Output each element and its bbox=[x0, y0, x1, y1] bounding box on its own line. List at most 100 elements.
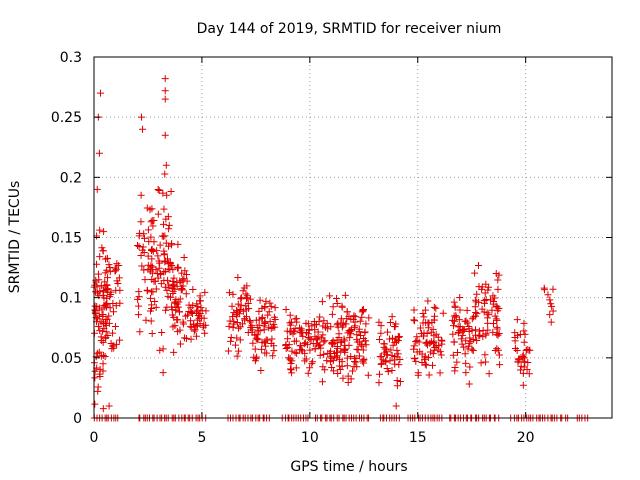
data-point bbox=[323, 357, 331, 365]
data-point bbox=[113, 260, 121, 268]
data-point bbox=[377, 352, 385, 360]
y-axis-label: SRMTID / TECUs bbox=[7, 181, 23, 294]
data-point bbox=[459, 326, 467, 334]
data-point bbox=[109, 342, 117, 350]
data-point bbox=[321, 366, 329, 374]
data-point bbox=[174, 240, 182, 248]
data-point bbox=[456, 306, 464, 314]
data-point bbox=[176, 340, 184, 348]
data-point bbox=[338, 323, 346, 331]
data-point bbox=[243, 282, 251, 290]
data-point bbox=[337, 347, 345, 355]
data-point bbox=[520, 327, 528, 335]
data-point bbox=[242, 290, 250, 298]
data-point bbox=[344, 379, 352, 387]
data-point bbox=[174, 264, 182, 272]
data-point bbox=[358, 313, 366, 321]
data-point bbox=[173, 278, 181, 286]
data-point bbox=[148, 329, 156, 337]
data-point bbox=[355, 352, 363, 360]
data-point bbox=[197, 304, 205, 312]
data-point bbox=[494, 276, 502, 284]
data-point bbox=[98, 318, 106, 326]
chart-title: Day 144 of 2019, SRMTID for receiver niu… bbox=[197, 21, 502, 37]
data-point bbox=[393, 346, 401, 354]
data-point bbox=[429, 350, 437, 358]
data-point bbox=[227, 337, 235, 345]
data-point bbox=[112, 265, 120, 273]
data-point bbox=[516, 366, 524, 374]
data-point bbox=[163, 286, 171, 294]
data-point bbox=[380, 340, 388, 348]
data-point bbox=[421, 356, 429, 364]
data-point bbox=[93, 283, 101, 291]
data-point bbox=[251, 357, 259, 365]
data-point bbox=[495, 271, 503, 279]
data-point bbox=[477, 359, 485, 367]
data-point bbox=[343, 315, 351, 323]
data-point bbox=[514, 358, 522, 366]
data-point bbox=[161, 283, 169, 291]
data-point bbox=[154, 186, 162, 194]
data-point bbox=[511, 329, 519, 337]
data-point bbox=[229, 324, 237, 332]
data-point bbox=[326, 292, 334, 300]
data-point bbox=[287, 366, 295, 374]
data-point bbox=[430, 346, 438, 354]
data-point bbox=[461, 350, 469, 358]
data-point bbox=[169, 290, 177, 298]
data-point bbox=[478, 305, 486, 313]
data-point bbox=[320, 350, 328, 358]
data-point bbox=[544, 291, 552, 299]
data-point bbox=[393, 382, 401, 390]
data-point bbox=[359, 357, 367, 365]
data-point bbox=[411, 355, 419, 363]
data-point bbox=[91, 374, 99, 382]
data-point bbox=[161, 258, 169, 266]
y-tick-label: 0 bbox=[73, 411, 82, 427]
data-point bbox=[495, 304, 503, 312]
data-point bbox=[382, 357, 390, 365]
data-point bbox=[237, 294, 245, 302]
data-point bbox=[349, 367, 357, 375]
data-point bbox=[449, 330, 457, 338]
axis-ticks-layer: 0 0.05 0.1 0.15 0.2 0.25 0.3 0 5 10 15 20 bbox=[51, 50, 612, 446]
data-point bbox=[96, 373, 104, 381]
data-point bbox=[98, 244, 106, 252]
data-point bbox=[187, 317, 195, 325]
data-point bbox=[106, 293, 114, 301]
data-point bbox=[318, 378, 326, 386]
data-point bbox=[412, 338, 420, 346]
data-point bbox=[547, 300, 555, 308]
data-point bbox=[173, 300, 181, 308]
data-point bbox=[226, 317, 234, 325]
data-point bbox=[301, 357, 309, 365]
data-point bbox=[201, 288, 209, 296]
data-point bbox=[164, 265, 172, 273]
data-point bbox=[162, 306, 170, 314]
x-tick-label: 5 bbox=[197, 430, 206, 446]
data-point bbox=[228, 302, 236, 310]
data-point bbox=[293, 315, 301, 323]
data-point bbox=[299, 332, 307, 340]
data-point bbox=[193, 316, 201, 324]
data-point bbox=[320, 338, 328, 346]
data-point bbox=[230, 320, 238, 328]
data-point bbox=[159, 345, 167, 353]
data-point bbox=[387, 346, 395, 354]
data-point bbox=[309, 358, 317, 366]
data-point bbox=[422, 361, 430, 369]
data-point bbox=[267, 302, 275, 310]
data-point bbox=[201, 329, 209, 337]
data-point bbox=[297, 327, 305, 335]
data-point bbox=[135, 288, 143, 296]
data-point bbox=[133, 242, 141, 250]
data-point bbox=[237, 301, 245, 309]
data-point bbox=[231, 341, 239, 349]
data-point bbox=[438, 337, 446, 345]
data-point bbox=[261, 303, 269, 311]
data-point bbox=[139, 243, 147, 251]
data-point bbox=[197, 297, 205, 305]
data-point bbox=[333, 354, 341, 362]
data-point bbox=[341, 346, 349, 354]
